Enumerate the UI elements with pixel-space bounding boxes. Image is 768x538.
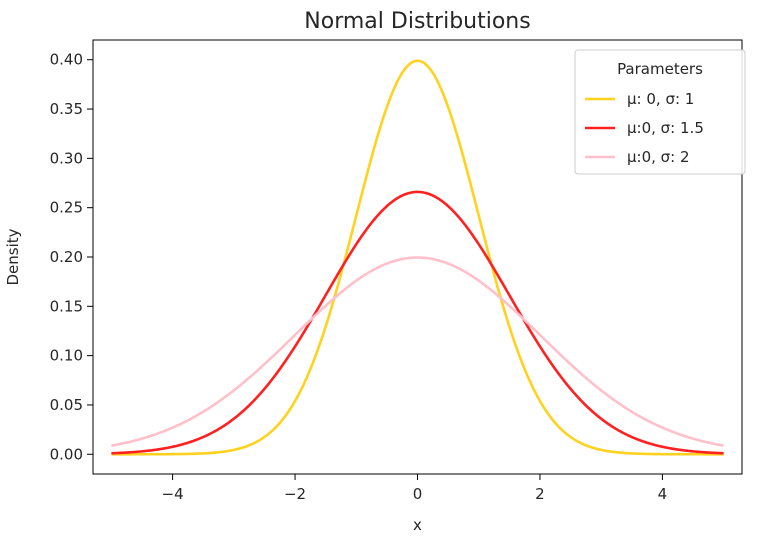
y-tick-label: 0.00 [50,445,83,463]
x-tick-label: 4 [658,485,668,503]
legend-title: Parameters [617,60,703,78]
legend-label-2: μ:0, σ: 1.5 [627,119,704,137]
y-tick-label: 0.40 [50,51,83,69]
y-tick-label: 0.30 [50,149,83,167]
series-line-3 [111,256,724,447]
x-tick-label: −2 [284,485,306,503]
axes: −4 −2 0 2 4 0.00 0.05 0.10 0.15 0.20 0.25 0.30 0.35 0… [50,39,743,503]
plot-area [111,59,724,456]
legend: Parameters μ: 0, σ: 1 μ:0, σ: 1.5 μ:0, σ: 2 [574,49,746,175]
y-tick-label: 0.05 [50,396,83,414]
legend-label-3: μ:0, σ: 2 [627,148,690,166]
y-tick-label: 0.15 [50,297,83,315]
x-axis-label: x [413,516,422,534]
y-tick-label: 0.35 [50,100,83,118]
series-line-1 [111,59,724,456]
legend-label-1: μ: 0, σ: 1 [627,90,694,108]
x-tick-label: 2 [535,485,545,503]
x-tick-label: 0 [413,485,423,503]
legend-box [574,49,746,175]
y-tick-label: 0.10 [50,347,83,365]
y-tick-label: 0.20 [50,248,83,266]
series-line-2 [111,190,724,455]
chart-title: Normal Distributions [304,9,530,34]
y-axis-label: Density [4,228,22,285]
y-tick-label: 0.25 [50,199,83,217]
x-tick-label: −4 [162,485,184,503]
